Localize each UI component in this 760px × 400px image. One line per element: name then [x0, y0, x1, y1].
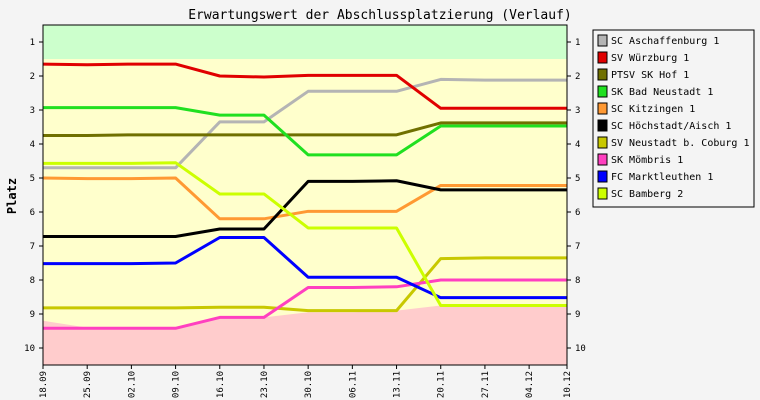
legend-label: SK Mömbris 1	[611, 155, 683, 166]
y-tick-label-right: 10	[575, 344, 586, 354]
x-tick-label: 10.12	[563, 371, 573, 398]
y-tick-label-left: 3	[30, 106, 35, 116]
legend-label: SC Bamberg 2	[611, 189, 683, 200]
series-line-8	[43, 278, 567, 330]
legend-label: SV Würzburg 1	[611, 53, 689, 64]
x-tick-label: 06.11	[348, 371, 358, 398]
x-tick-label: 25.09	[83, 371, 93, 398]
legend-swatch	[597, 187, 608, 200]
x-tick-label: 27.11	[481, 371, 491, 398]
y-tick-label-right: 1	[575, 38, 580, 48]
legend-label: SC Kitzingen 1	[611, 104, 695, 115]
y-tick-label-left: 10	[24, 344, 35, 354]
y-tick-label-right: 6	[575, 208, 580, 218]
series-line-5	[42, 176, 567, 221]
y-tick-label-right: 9	[575, 310, 580, 320]
y-tick-label-right: 8	[575, 276, 580, 286]
y-tick-label-right: 4	[575, 140, 580, 150]
legend-swatch	[597, 51, 608, 64]
legend-label: FC Marktleuthen 1	[611, 172, 713, 183]
y-tick-label-right: 5	[575, 174, 580, 184]
zone-promotion	[43, 25, 567, 59]
legend-swatch	[597, 34, 608, 47]
series-line-4	[43, 106, 567, 157]
legend: SC Aschaffenburg 1 SV Würzburg 1 PTSV SK H…	[592, 29, 755, 208]
legend-label: SK Bad Neustadt 1	[611, 87, 713, 98]
legend-label: SV Neustadt b. Coburg 1	[611, 138, 749, 149]
series-line-1	[43, 77, 567, 170]
legend-swatch	[597, 85, 608, 98]
legend-swatch	[597, 136, 608, 149]
y-tick-label-left: 8	[30, 276, 35, 286]
y-tick-label-right: 7	[575, 242, 580, 252]
legend-swatch	[597, 153, 608, 166]
series-line-2	[42, 62, 567, 110]
y-tick-label-left: 5	[30, 174, 35, 184]
legend-swatch	[597, 170, 608, 183]
y-tick-label-left: 9	[30, 310, 35, 320]
y-tick-label-left: 6	[30, 208, 35, 218]
series-line-9	[43, 236, 567, 300]
x-tick-label: 18.09	[39, 371, 49, 398]
y-axis-label: Platz	[5, 178, 19, 214]
legend-label: SC Höchstadt/Aisch 1	[611, 121, 731, 132]
x-tick-label: 23.10	[260, 371, 270, 398]
series-line-10	[43, 161, 567, 307]
x-tick-label: 30.10	[304, 371, 314, 398]
legend-label: PTSV SK Hof 1	[611, 70, 689, 81]
y-tick-label-left: 1	[30, 38, 35, 48]
chart-title: Erwartungswert der Abschlussplatzierung …	[188, 8, 572, 23]
x-tick-label: 13.11	[393, 371, 403, 398]
y-tick-label-left: 2	[30, 72, 35, 82]
x-tick-label: 16.10	[216, 371, 226, 398]
y-tick-label-left: 4	[30, 140, 35, 150]
legend-box	[592, 29, 755, 208]
series-line-3	[43, 121, 567, 137]
series-line-6	[43, 179, 567, 238]
y-tick-label-right: 3	[575, 106, 580, 116]
x-tick-label: 09.10	[172, 371, 182, 398]
series-lines	[42, 62, 567, 330]
legend-swatch	[597, 68, 608, 81]
plot-frame	[42, 24, 568, 366]
x-tick-label: 20.11	[437, 371, 447, 398]
legend-label: SC Aschaffenburg 1	[611, 36, 719, 47]
y-tick-label-right: 2	[575, 72, 580, 82]
x-tick-label: 04.12	[525, 371, 535, 398]
x-tick-label: 02.10	[127, 371, 137, 398]
legend-swatch	[597, 119, 608, 132]
series-line-7	[43, 256, 567, 313]
y-tick-label-left: 7	[30, 242, 35, 252]
axis-ticks: 1 1 2 2 3 3 4 4 5 5 6 6 7 7 8 8 9 9 10 10 18.09 25.09 02.10 09.…	[24, 38, 586, 398]
legend-swatch	[597, 102, 608, 115]
zone-relegation	[43, 305, 567, 365]
